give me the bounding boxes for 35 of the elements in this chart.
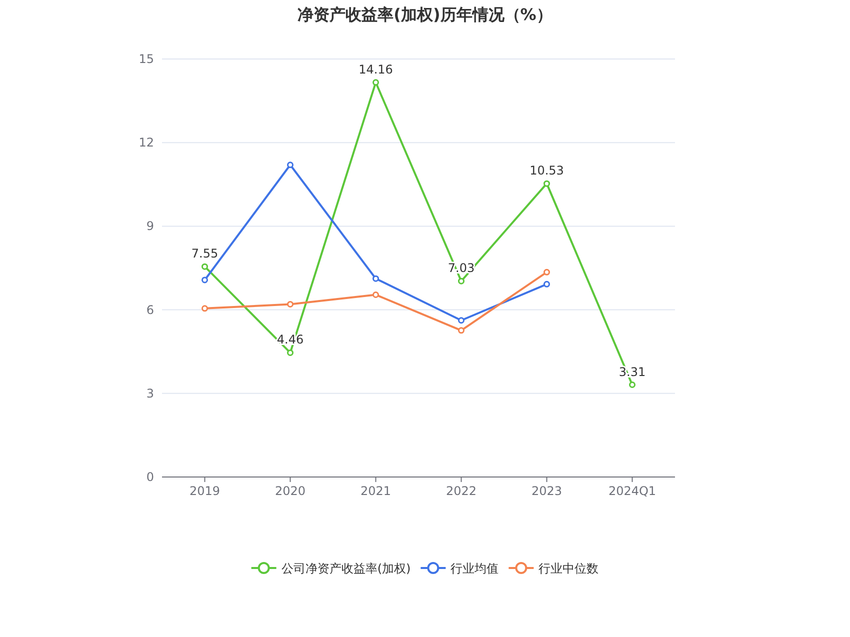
legend-label: 行业均值 xyxy=(450,562,499,576)
point xyxy=(629,382,636,388)
data-label: 7.55 xyxy=(191,246,218,261)
point xyxy=(458,317,464,324)
point xyxy=(372,79,379,86)
point xyxy=(287,349,294,356)
y-tick-label: 15 xyxy=(138,52,154,66)
legend-label: 公司净资产收益率(加权) xyxy=(281,562,411,576)
point xyxy=(544,180,550,187)
point xyxy=(287,162,294,168)
point xyxy=(372,275,379,282)
x-tick-label: 2023 xyxy=(531,484,562,498)
x-tick-label: 2021 xyxy=(360,484,392,498)
chart-title: 净资产收益率(加权)历年情况（%） xyxy=(298,5,552,24)
point xyxy=(458,278,464,284)
legend-label: 行业中位数 xyxy=(538,562,599,576)
point xyxy=(202,276,208,284)
x-tick-label: 2024Q1 xyxy=(608,484,656,498)
point xyxy=(287,300,294,308)
point xyxy=(458,327,464,334)
x-tick-label: 2020 xyxy=(274,484,306,498)
data-label: 10.53 xyxy=(530,164,564,178)
y-tick-label: 9 xyxy=(146,219,154,234)
data-label: 14.16 xyxy=(358,62,393,76)
point xyxy=(544,280,550,288)
y-tick-label: 12 xyxy=(138,136,154,150)
x-tick-label: 2019 xyxy=(189,484,220,498)
point xyxy=(372,292,379,298)
point xyxy=(544,268,550,276)
x-tick-label: 2022 xyxy=(446,484,477,498)
y-tick-label: 0 xyxy=(146,470,154,484)
point xyxy=(202,305,208,312)
point xyxy=(202,263,208,270)
y-tick-label: 6 xyxy=(146,302,154,317)
y-tick-label: 3 xyxy=(146,386,154,400)
